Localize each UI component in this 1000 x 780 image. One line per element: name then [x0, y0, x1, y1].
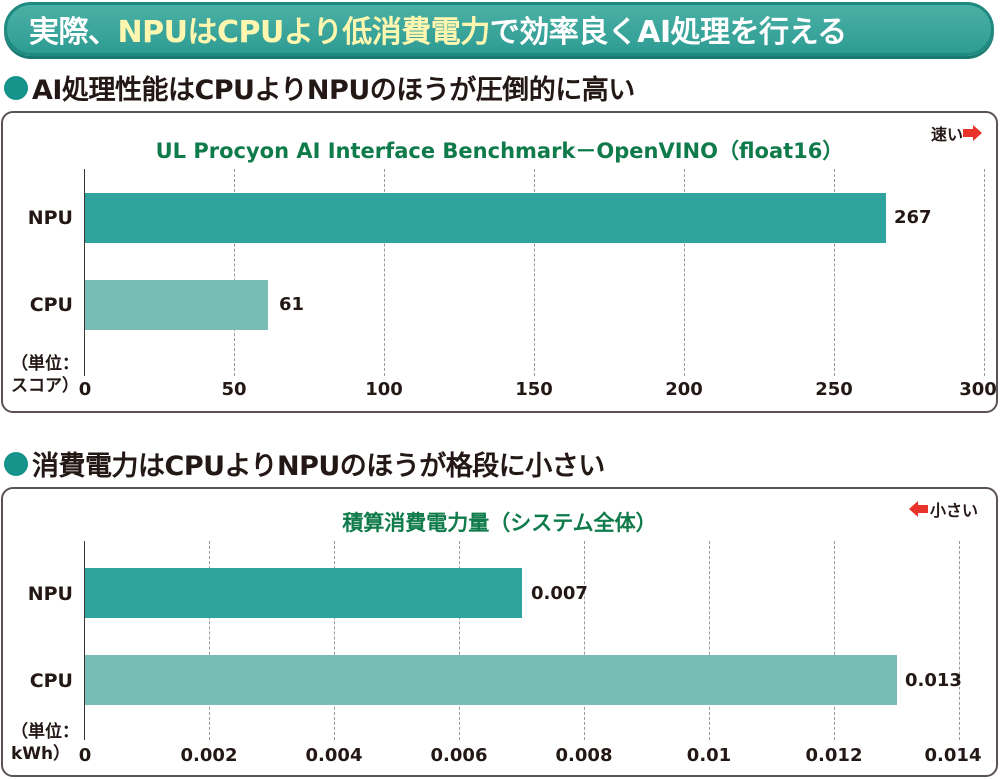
bullet-icon [4, 451, 28, 476]
value-label-npu: 0.007 [531, 583, 588, 604]
category-label-cpu: CPU [29, 670, 73, 692]
unit-line2: kWh） [11, 744, 71, 764]
x-tick: 0.002 [180, 745, 238, 766]
smaller-note: 小さい [909, 497, 978, 521]
unit-line1: （単位： [11, 354, 79, 374]
bar-npu [85, 568, 522, 618]
x-tick: 0.014 [924, 745, 982, 766]
performance-chart: UL Procyon AI Interface Benchmark－OpenVI… [1, 111, 998, 413]
unit-line1: （単位： [11, 722, 79, 742]
value-label-cpu: 61 [279, 294, 305, 315]
x-tick: 200 [665, 379, 703, 400]
arrow-right-icon [963, 125, 983, 141]
x-tick: 250 [815, 379, 853, 400]
gridline [984, 169, 985, 376]
gridline [459, 541, 460, 740]
gridline [684, 169, 685, 376]
gridline [534, 169, 535, 376]
gridline [209, 541, 210, 740]
headline-highlight: NPUはCPUより低消費電力 [117, 15, 491, 50]
faster-label: 速い [931, 125, 964, 144]
value-label-npu: 267 [894, 207, 932, 228]
x-tick: 150 [515, 379, 553, 400]
bar-cpu [85, 280, 268, 330]
bar-cpu [85, 655, 897, 705]
x-tick: 0.012 [805, 745, 863, 766]
x-tick: 0.01 [686, 745, 732, 766]
headline-part1: 実際、 [29, 15, 118, 50]
section1-heading-text: AI処理性能はCPUよりNPUのほうが圧倒的に高い [32, 75, 635, 106]
bullet-icon [4, 75, 28, 100]
chart-title: 積算消費電力量（システム全体） [342, 511, 657, 535]
x-tick: 0.004 [305, 745, 363, 766]
section2-heading: 消費電力はCPUよりNPUのほうが格段に小さい [4, 444, 605, 483]
faster-note: 速い [931, 121, 983, 145]
x-tick: 100 [365, 379, 403, 400]
x-tick: 50 [221, 379, 247, 400]
gridline [384, 169, 385, 376]
gridline [834, 169, 835, 376]
gridline [834, 541, 835, 740]
category-label-npu: NPU [27, 583, 73, 605]
section2-heading-text: 消費電力はCPUよりNPUのほうが格段に小さい [32, 451, 605, 482]
category-label-npu: NPU [27, 207, 73, 229]
gridline [709, 541, 710, 740]
smaller-label: 小さい [930, 501, 979, 520]
y-axis [84, 169, 85, 376]
chart-title: UL Procyon AI Interface Benchmark－OpenVI… [155, 139, 844, 163]
gridline [334, 541, 335, 740]
gridline [234, 169, 235, 376]
x-tick: 0 [78, 379, 92, 400]
headline-banner: 実際、 NPUはCPUより低消費電力 で効率良くAI処理を行える [4, 2, 994, 56]
section1-heading: AI処理性能はCPUよりNPUのほうが圧倒的に高い [4, 68, 635, 107]
value-label-cpu: 0.013 [905, 670, 962, 691]
gridline [959, 541, 960, 740]
unit-line2: スコア） [11, 376, 79, 396]
x-tick: 0 [78, 745, 92, 766]
headline-part3: で効率良くAI処理を行える [489, 15, 847, 50]
power-chart: 積算消費電力量（システム全体） 小さい NPU 0.007 CPU 0.013 … [1, 487, 998, 777]
bar-npu [85, 193, 886, 243]
x-tick: 300 [959, 379, 997, 400]
gridline [584, 541, 585, 740]
unit-label: （単位： kWh） [11, 721, 79, 765]
arrow-left-icon [909, 501, 928, 517]
x-tick: 0.008 [555, 745, 613, 766]
category-label-cpu: CPU [29, 294, 73, 316]
y-axis [84, 541, 85, 740]
x-tick: 0.006 [430, 745, 488, 766]
unit-label: （単位： スコア） [11, 353, 79, 397]
